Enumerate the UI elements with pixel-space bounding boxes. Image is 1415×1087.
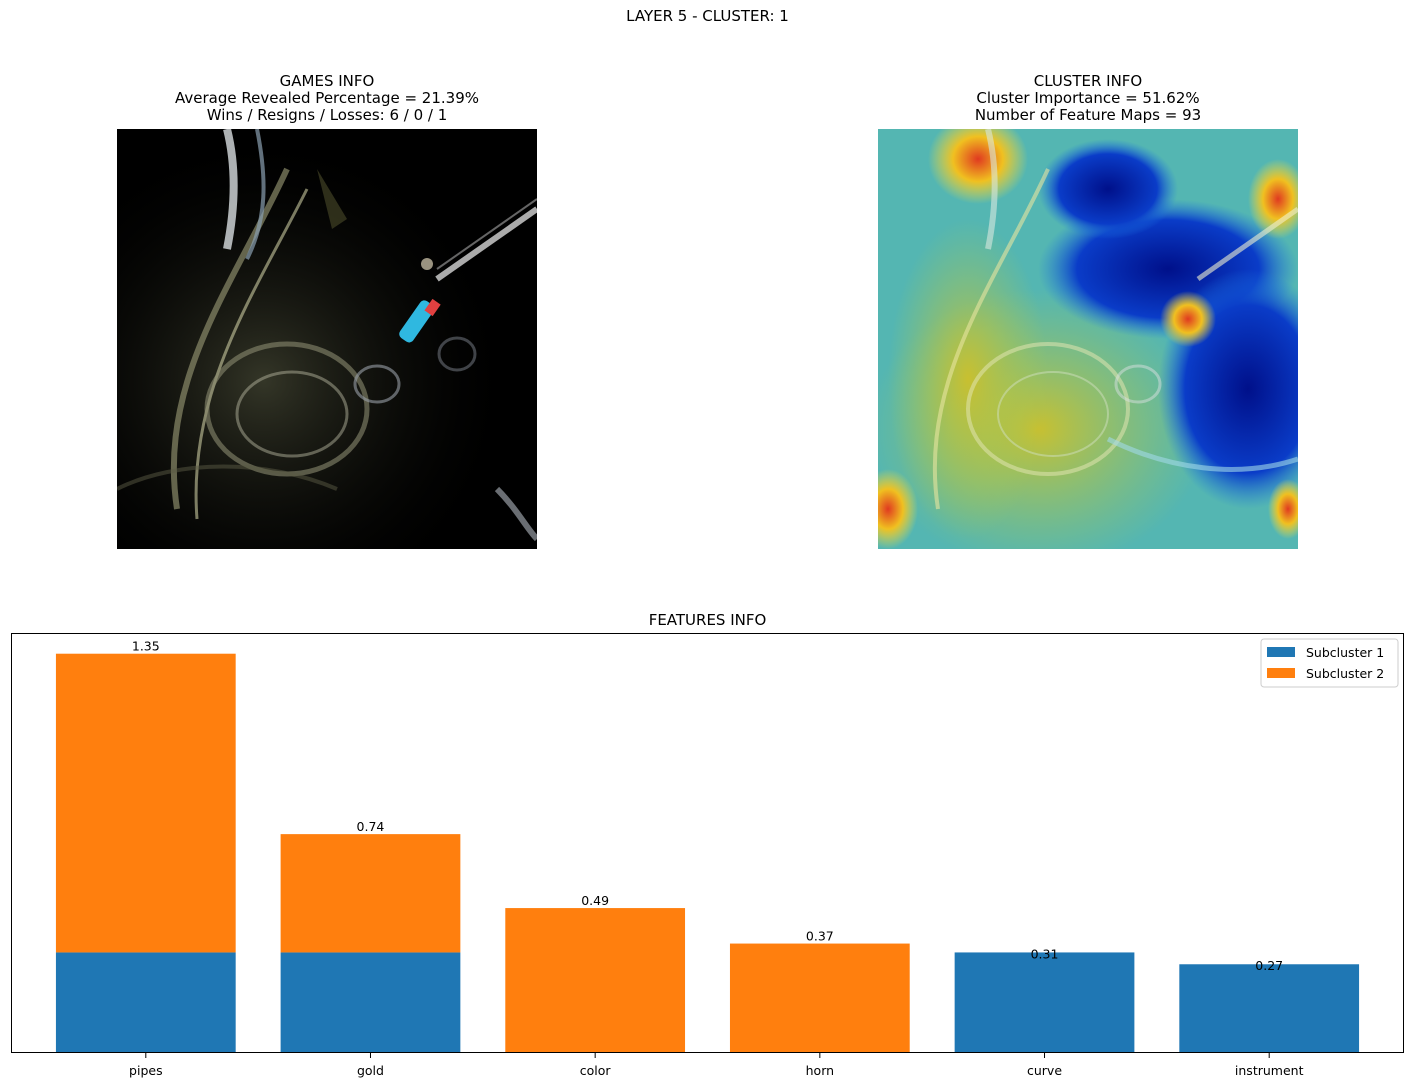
bar-color-subcluster-2: [505, 908, 686, 1053]
cluster-info-importance: Cluster Importance = 51.62%: [976, 89, 1200, 107]
x-tick-label-gold: gold: [357, 1063, 384, 1078]
data-label-color: 0.49: [581, 893, 609, 908]
x-tick-label-instrument: instrument: [1235, 1063, 1304, 1078]
data-label-horn: 0.37: [806, 929, 834, 944]
legend-label-subcluster-1: Subcluster 1: [1306, 645, 1384, 660]
bar-curve-subcluster-1: [954, 952, 1135, 1053]
cluster-heatmap-image: [878, 129, 1298, 549]
legend-label-subcluster-2: Subcluster 2: [1306, 666, 1384, 681]
legend-box: [1260, 638, 1399, 688]
bar-instrument-subcluster-1: [1179, 964, 1360, 1053]
legend-swatch-subcluster-1: [1267, 647, 1295, 657]
games-info-revealed-percentage: Average Revealed Percentage = 21.39%: [174, 89, 479, 107]
games-info-title-block: GAMES INFO Average Revealed Percentage =…: [117, 73, 537, 124]
bar-gold-subcluster-2: [280, 834, 461, 953]
data-label-pipes: 1.35: [132, 639, 160, 654]
data-label-gold: 0.74: [357, 819, 385, 834]
revealed-image: [117, 129, 537, 549]
cluster-info-title: CLUSTER INFO: [1033, 72, 1143, 90]
figure-suptitle: LAYER 5 - CLUSTER: 1: [626, 7, 789, 25]
cluster-info-title-block: CLUSTER INFO Cluster Importance = 51.62%…: [878, 73, 1298, 124]
x-tick-label-color: color: [580, 1063, 612, 1078]
bar-gold-subcluster-1: [280, 952, 461, 1053]
bar-horn-subcluster-2: [729, 943, 910, 1053]
games-info-title: GAMES INFO: [279, 72, 375, 90]
plot-frame: [11, 633, 1404, 1053]
x-tick-label-curve: curve: [1027, 1063, 1062, 1078]
x-tick-label-pipes: pipes: [129, 1063, 163, 1078]
data-label-curve: 0.31: [1031, 946, 1059, 961]
legend-swatch-subcluster-2: [1267, 668, 1295, 678]
cluster-info-feature-maps: Number of Feature Maps = 93: [974, 106, 1202, 124]
bar-pipes-subcluster-1: [55, 952, 236, 1053]
data-label-instrument: 0.27: [1255, 958, 1283, 973]
x-tick-label-horn: horn: [806, 1063, 834, 1078]
bar-pipes-subcluster-2: [55, 653, 236, 953]
features-chart-title: FEATURES INFO: [648, 611, 767, 629]
games-info-wins-resigns-losses: Wins / Resigns / Losses: 6 / 0 / 1: [206, 106, 448, 124]
